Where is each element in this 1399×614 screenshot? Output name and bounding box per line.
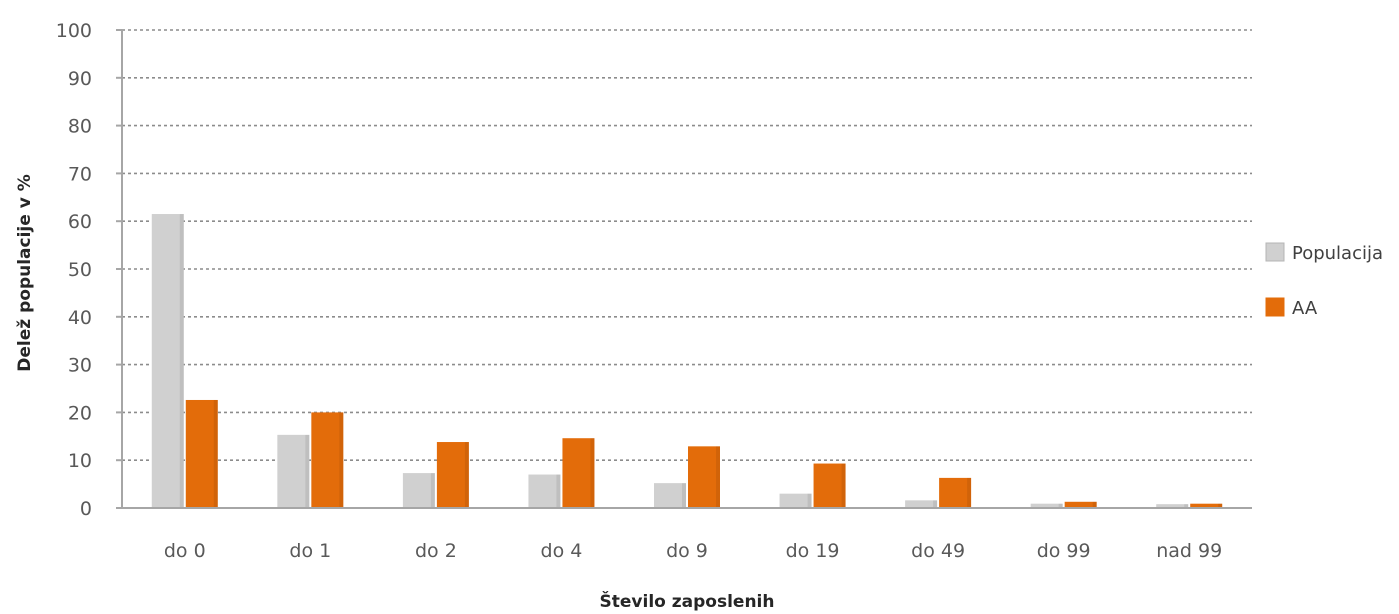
bar-aa-do-49	[939, 477, 972, 508]
bar-populacija-do-99	[1030, 503, 1063, 508]
y-tick-label-90: 90	[68, 68, 92, 90]
bar-aa-do-9	[688, 446, 720, 508]
bar-shade-populacija-do-9	[682, 483, 686, 508]
bar-shade-populacija-do-2	[430, 473, 435, 508]
x-tick-label-do-49: do 49	[911, 540, 965, 562]
bar-shade-aa-do-19	[841, 463, 846, 508]
bar-shade-aa-nad-99	[1218, 503, 1223, 508]
y-tick-label-40: 40	[68, 307, 92, 329]
bar-shade-aa-do-1	[339, 412, 344, 508]
legend: Populacija AA	[1265, 242, 1383, 319]
x-tick-label-do-1: do 1	[289, 540, 331, 562]
x-tick-label-do-2: do 2	[415, 540, 457, 562]
gridlines	[122, 29, 1252, 462]
bar-shade-populacija-do-19	[807, 493, 812, 508]
y-tick-label-100: 100	[56, 20, 92, 42]
y-tick-label-50: 50	[68, 259, 92, 281]
bar-shade-aa-do-9	[716, 446, 720, 508]
legend-swatch-aa	[1265, 297, 1285, 317]
bar-populacija-do-49	[905, 500, 938, 508]
bar-populacija-do-4	[528, 474, 561, 508]
y-tick-label-10: 10	[68, 450, 92, 472]
y-tick-labels: 0 10 20 30 40 50 60 70 80 90 100	[56, 20, 122, 520]
bar-shade-aa-do-4	[590, 438, 595, 508]
x-tick-label-do-9: do 9	[666, 540, 708, 562]
y-tick-label-20: 20	[68, 402, 92, 424]
legend-label-populacija: Populacija	[1292, 243, 1383, 264]
bar-aa-do-4	[562, 438, 595, 508]
bar-shade-aa-do-2	[464, 442, 469, 508]
y-tick-label-60: 60	[68, 211, 92, 233]
bar-shade-populacija-do-0	[179, 214, 184, 508]
bar-shade-populacija-do-99	[1058, 503, 1063, 508]
bar-shade-populacija-do-4	[556, 474, 561, 508]
x-tick-label-do-0: do 0	[164, 540, 206, 562]
bar-aa-do-0	[185, 399, 218, 508]
bar-aa-do-1	[311, 412, 344, 508]
bar-populacija-do-2	[402, 473, 435, 508]
bar-aa-nad-99	[1190, 503, 1223, 508]
bar-shade-aa-do-0	[213, 399, 218, 508]
bar-populacija-do-1	[277, 434, 310, 508]
bar-aa-do-19	[813, 463, 846, 508]
bar-shade-aa-do-99	[1092, 501, 1097, 508]
bar-populacija-nad-99	[1156, 504, 1189, 508]
x-axis-title: Število zaposlenih	[600, 590, 775, 612]
y-tick-label-80: 80	[68, 116, 92, 138]
x-tick-label-do-99: do 99	[1037, 540, 1091, 562]
bar-populacija-do-19	[779, 493, 812, 508]
bar-populacija-do-0	[151, 214, 184, 508]
bar-shade-aa-do-49	[967, 477, 972, 508]
bar-populacija-do-9	[654, 483, 686, 508]
bar-shade-populacija-do-1	[305, 434, 310, 508]
bars	[151, 214, 1223, 508]
x-tick-label-nad-99: nad 99	[1156, 540, 1222, 562]
bar-aa-do-99	[1064, 501, 1097, 508]
bar-shade-populacija-nad-99	[1184, 504, 1189, 508]
legend-label-aa: AA	[1292, 298, 1318, 319]
bar-aa-do-2	[436, 442, 469, 508]
x-tick-label-do-4: do 4	[541, 540, 583, 562]
legend-swatch-populacija	[1265, 242, 1285, 262]
y-axis-title: Delež populacije v %	[15, 174, 35, 371]
y-tick-label-70: 70	[68, 163, 92, 185]
x-tick-labels: do 0 do 1 do 2 do 4 do 9 do 19 do 49 do 99 nad 9…	[164, 540, 1222, 562]
y-tick-label-30: 30	[68, 355, 92, 377]
y-tick-label-0: 0	[80, 498, 92, 520]
x-tick-label-do-19: do 19	[786, 540, 840, 562]
bar-shade-populacija-do-49	[933, 500, 938, 508]
